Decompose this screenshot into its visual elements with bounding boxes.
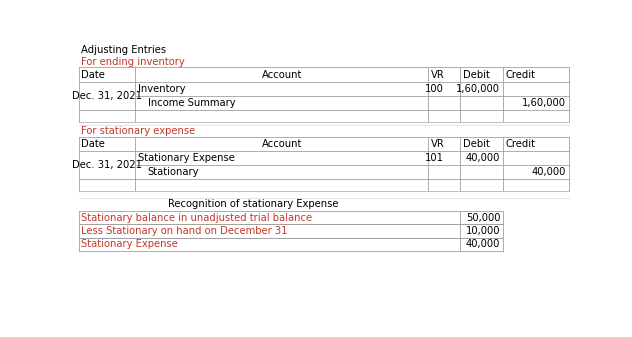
Text: Account: Account <box>262 70 302 80</box>
Text: Credit: Credit <box>505 139 535 149</box>
Text: Stationary Expense: Stationary Expense <box>138 153 234 163</box>
Text: 40,000: 40,000 <box>466 239 501 249</box>
Text: Stationary Expense: Stationary Expense <box>82 239 178 249</box>
Text: Date: Date <box>82 139 106 149</box>
Text: Income Summary: Income Summary <box>148 98 235 108</box>
Text: Dec. 31, 2021: Dec. 31, 2021 <box>72 160 142 170</box>
Text: 100: 100 <box>425 84 444 94</box>
Text: 101: 101 <box>425 153 444 163</box>
Text: Stationary: Stationary <box>148 167 199 177</box>
Text: Recognition of stationary Expense: Recognition of stationary Expense <box>168 200 339 210</box>
Text: 1,60,000: 1,60,000 <box>456 84 501 94</box>
Text: Credit: Credit <box>505 70 535 80</box>
Text: For stationary expense: For stationary expense <box>82 126 196 136</box>
Text: Debit: Debit <box>463 70 489 80</box>
Text: 1,60,000: 1,60,000 <box>523 98 566 108</box>
Text: 40,000: 40,000 <box>466 153 501 163</box>
Text: VR: VR <box>430 139 444 149</box>
Text: Less Stationary on hand on December 31: Less Stationary on hand on December 31 <box>82 226 288 236</box>
Text: Debit: Debit <box>463 139 489 149</box>
Text: Account: Account <box>262 139 302 149</box>
Text: Dec. 31, 2021: Dec. 31, 2021 <box>72 91 142 101</box>
Text: 40,000: 40,000 <box>532 167 566 177</box>
Text: Date: Date <box>82 70 106 80</box>
Text: Inventory: Inventory <box>138 84 185 94</box>
Text: For ending inventory: For ending inventory <box>82 57 185 67</box>
Text: VR: VR <box>430 70 444 80</box>
Text: Stationary balance in unadjusted trial balance: Stationary balance in unadjusted trial b… <box>82 213 313 223</box>
Text: 10,000: 10,000 <box>466 226 501 236</box>
Text: 50,000: 50,000 <box>466 213 501 223</box>
Text: Adjusting Entries: Adjusting Entries <box>82 45 167 55</box>
